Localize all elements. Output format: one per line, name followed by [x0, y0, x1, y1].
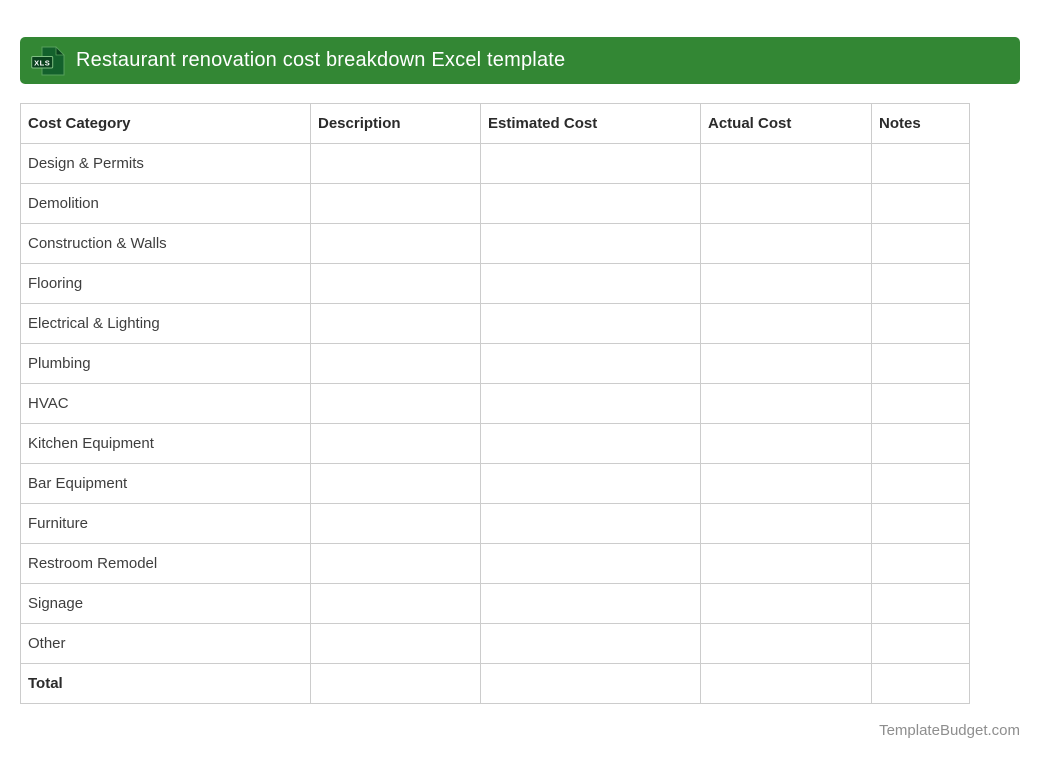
- cell-actual-cost: [700, 303, 872, 344]
- cell-cost-category-total: Total: [20, 663, 311, 704]
- table-row: Furniture: [20, 503, 970, 544]
- cell-estimated-cost: [480, 583, 701, 624]
- cell-estimated-cost: [480, 663, 701, 704]
- cell-description: [310, 143, 481, 184]
- table-header-row: Cost Category Description Estimated Cost…: [20, 103, 970, 144]
- cell-description: [310, 543, 481, 584]
- cell-estimated-cost: [480, 463, 701, 504]
- cell-notes: [871, 663, 970, 704]
- cell-notes: [871, 423, 970, 464]
- table-row: Plumbing: [20, 343, 970, 384]
- table-row: Demolition: [20, 183, 970, 224]
- cell-actual-cost: [700, 583, 872, 624]
- cell-notes: [871, 223, 970, 264]
- cell-description: [310, 423, 481, 464]
- xls-icon-label: XLS: [34, 58, 50, 67]
- table-row: Design & Permits: [20, 143, 970, 184]
- cell-estimated-cost: [480, 503, 701, 544]
- cell-description: [310, 623, 481, 664]
- column-header-notes: Notes: [871, 103, 970, 144]
- cell-description: [310, 223, 481, 264]
- column-header-actual-cost: Actual Cost: [700, 103, 872, 144]
- column-header-cost-category: Cost Category: [20, 103, 311, 144]
- cell-notes: [871, 263, 970, 304]
- cell-estimated-cost: [480, 623, 701, 664]
- template-header-banner: XLS Restaurant renovation cost breakdown…: [20, 37, 1020, 84]
- cell-description: [310, 583, 481, 624]
- table-row: Bar Equipment: [20, 463, 970, 504]
- cell-cost-category: Other: [20, 623, 311, 664]
- cell-cost-category: Construction & Walls: [20, 223, 311, 264]
- table-total-row: Total: [20, 663, 970, 704]
- cell-estimated-cost: [480, 543, 701, 584]
- cell-notes: [871, 303, 970, 344]
- cell-actual-cost: [700, 623, 872, 664]
- cell-description: [310, 343, 481, 384]
- cell-estimated-cost: [480, 263, 701, 304]
- cell-actual-cost: [700, 423, 872, 464]
- cell-actual-cost: [700, 343, 872, 384]
- cell-notes: [871, 143, 970, 184]
- cell-cost-category: Plumbing: [20, 343, 311, 384]
- cell-cost-category: Bar Equipment: [20, 463, 311, 504]
- cell-notes: [871, 503, 970, 544]
- cell-estimated-cost: [480, 183, 701, 224]
- table-row: Construction & Walls: [20, 223, 970, 264]
- cell-estimated-cost: [480, 303, 701, 344]
- cell-cost-category: Kitchen Equipment: [20, 423, 311, 464]
- cell-actual-cost: [700, 503, 872, 544]
- cell-cost-category: Signage: [20, 583, 311, 624]
- cell-cost-category: Electrical & Lighting: [20, 303, 311, 344]
- cell-cost-category: HVAC: [20, 383, 311, 424]
- cell-notes: [871, 583, 970, 624]
- cell-actual-cost: [700, 543, 872, 584]
- cell-actual-cost: [700, 143, 872, 184]
- cell-notes: [871, 183, 970, 224]
- cell-estimated-cost: [480, 143, 701, 184]
- column-header-estimated-cost: Estimated Cost: [480, 103, 701, 144]
- cell-cost-category: Furniture: [20, 503, 311, 544]
- cell-notes: [871, 463, 970, 504]
- cost-breakdown-table: Cost Category Description Estimated Cost…: [20, 103, 970, 704]
- cell-description: [310, 463, 481, 504]
- table-row: Signage: [20, 583, 970, 624]
- cell-estimated-cost: [480, 383, 701, 424]
- cell-description: [310, 303, 481, 344]
- cell-actual-cost: [700, 183, 872, 224]
- cell-description: [310, 263, 481, 304]
- cell-actual-cost: [700, 223, 872, 264]
- cell-description: [310, 663, 481, 704]
- column-header-description: Description: [310, 103, 481, 144]
- cell-actual-cost: [700, 263, 872, 304]
- cell-description: [310, 503, 481, 544]
- table-row: Kitchen Equipment: [20, 423, 970, 464]
- cell-description: [310, 183, 481, 224]
- table-row: Other: [20, 623, 970, 664]
- cell-actual-cost: [700, 663, 872, 704]
- cell-cost-category: Design & Permits: [20, 143, 311, 184]
- xls-file-icon: XLS: [31, 45, 65, 75]
- watermark-text: TemplateBudget.com: [879, 722, 1020, 739]
- cell-estimated-cost: [480, 423, 701, 464]
- cell-estimated-cost: [480, 343, 701, 384]
- cell-cost-category: Restroom Remodel: [20, 543, 311, 584]
- cell-notes: [871, 543, 970, 584]
- cell-notes: [871, 383, 970, 424]
- cell-cost-category: Demolition: [20, 183, 311, 224]
- page-title: Restaurant renovation cost breakdown Exc…: [76, 49, 566, 71]
- cell-notes: [871, 623, 970, 664]
- cell-estimated-cost: [480, 223, 701, 264]
- table-row: Electrical & Lighting: [20, 303, 970, 344]
- cell-cost-category: Flooring: [20, 263, 311, 304]
- cell-actual-cost: [700, 463, 872, 504]
- table-row: Restroom Remodel: [20, 543, 970, 584]
- cell-actual-cost: [700, 383, 872, 424]
- table-row: HVAC: [20, 383, 970, 424]
- cell-description: [310, 383, 481, 424]
- table-row: Flooring: [20, 263, 970, 304]
- cell-notes: [871, 343, 970, 384]
